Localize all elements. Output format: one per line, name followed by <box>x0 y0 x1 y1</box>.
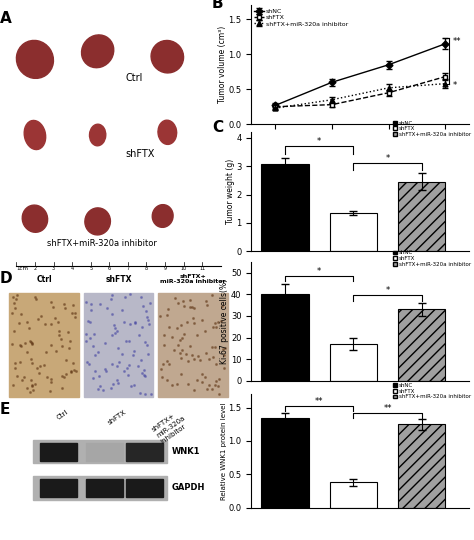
Text: E: E <box>0 402 10 417</box>
Text: 7: 7 <box>126 266 129 271</box>
Text: 11: 11 <box>199 266 205 271</box>
Text: WNK1: WNK1 <box>172 447 201 456</box>
Text: 4: 4 <box>71 266 73 271</box>
Ellipse shape <box>22 205 47 232</box>
Bar <box>86 443 123 461</box>
Text: **: ** <box>315 397 324 406</box>
Bar <box>9 293 79 397</box>
Text: D: D <box>0 271 13 286</box>
Bar <box>329 344 377 381</box>
Y-axis label: Tumor weight (g): Tumor weight (g) <box>226 159 235 224</box>
Bar <box>398 424 446 508</box>
Y-axis label: Ki-67 positive cells(%): Ki-67 positive cells(%) <box>220 279 229 364</box>
Ellipse shape <box>82 35 114 68</box>
Y-axis label: Relative WNK1 protein level: Relative WNK1 protein level <box>221 402 227 500</box>
Text: shFTX: shFTX <box>105 275 132 285</box>
Bar <box>33 476 167 500</box>
Text: *: * <box>385 286 390 295</box>
Text: *: * <box>385 154 390 164</box>
Bar <box>398 182 446 251</box>
Text: shFTX+
miR-320a
inhibitor: shFTX+ miR-320a inhibitor <box>151 409 190 444</box>
Ellipse shape <box>24 120 46 150</box>
Ellipse shape <box>17 40 54 78</box>
Bar <box>158 293 228 397</box>
Bar <box>126 443 163 461</box>
Legend: shNC, shFTX, shFTX+miR-320a inhibitor: shNC, shFTX, shFTX+miR-320a inhibitor <box>392 251 471 267</box>
Text: 3: 3 <box>52 266 55 271</box>
Y-axis label: Tumor volume (cm³): Tumor volume (cm³) <box>218 26 227 104</box>
Text: 10: 10 <box>181 266 187 271</box>
Text: GAPDH: GAPDH <box>172 483 205 492</box>
Text: C: C <box>212 120 223 136</box>
Text: *: * <box>453 81 457 90</box>
Bar <box>329 482 377 508</box>
Bar <box>329 213 377 251</box>
Text: **: ** <box>453 37 462 46</box>
Text: 1cm: 1cm <box>16 266 28 271</box>
Text: B: B <box>212 0 224 11</box>
Text: 6: 6 <box>108 266 111 271</box>
Text: shFTX+
miR-320a inhibitor: shFTX+ miR-320a inhibitor <box>160 274 226 285</box>
Bar <box>398 309 446 381</box>
Text: **: ** <box>383 404 392 413</box>
Bar <box>262 164 309 251</box>
Text: 5: 5 <box>89 266 92 271</box>
Legend: shNC, shFTX, shFTX+miR-320a inhibitor: shNC, shFTX, shFTX+miR-320a inhibitor <box>392 121 471 137</box>
Bar <box>39 443 77 461</box>
Text: Ctrl: Ctrl <box>36 275 52 285</box>
Ellipse shape <box>151 40 183 73</box>
Bar <box>33 440 167 463</box>
Ellipse shape <box>158 120 177 144</box>
Text: 9: 9 <box>164 266 166 271</box>
Text: Ctrl: Ctrl <box>56 409 69 421</box>
Ellipse shape <box>85 208 110 235</box>
Text: A: A <box>0 11 12 26</box>
Text: shFTX: shFTX <box>107 409 128 426</box>
Bar <box>86 479 123 497</box>
Bar <box>39 479 77 497</box>
Ellipse shape <box>90 124 106 146</box>
Ellipse shape <box>152 205 173 227</box>
Text: *: * <box>317 267 321 276</box>
Legend: shNC, shFTX, shFTX+miR-320a inhibitor: shNC, shFTX, shFTX+miR-320a inhibitor <box>392 383 471 400</box>
Text: shFTX+miR-320a inhibitor: shFTX+miR-320a inhibitor <box>46 239 156 248</box>
Text: Ctrl: Ctrl <box>126 73 143 83</box>
Text: 8: 8 <box>145 266 148 271</box>
Bar <box>262 417 309 508</box>
Text: *: * <box>317 138 321 146</box>
Text: shFTX: shFTX <box>126 148 155 159</box>
Text: 2: 2 <box>33 266 36 271</box>
Bar <box>126 479 163 497</box>
Bar <box>84 293 154 397</box>
Bar <box>262 294 309 381</box>
Legend: shNC, shFTX, shFTX+miR-320a inhibitor: shNC, shFTX, shFTX+miR-320a inhibitor <box>255 9 348 26</box>
